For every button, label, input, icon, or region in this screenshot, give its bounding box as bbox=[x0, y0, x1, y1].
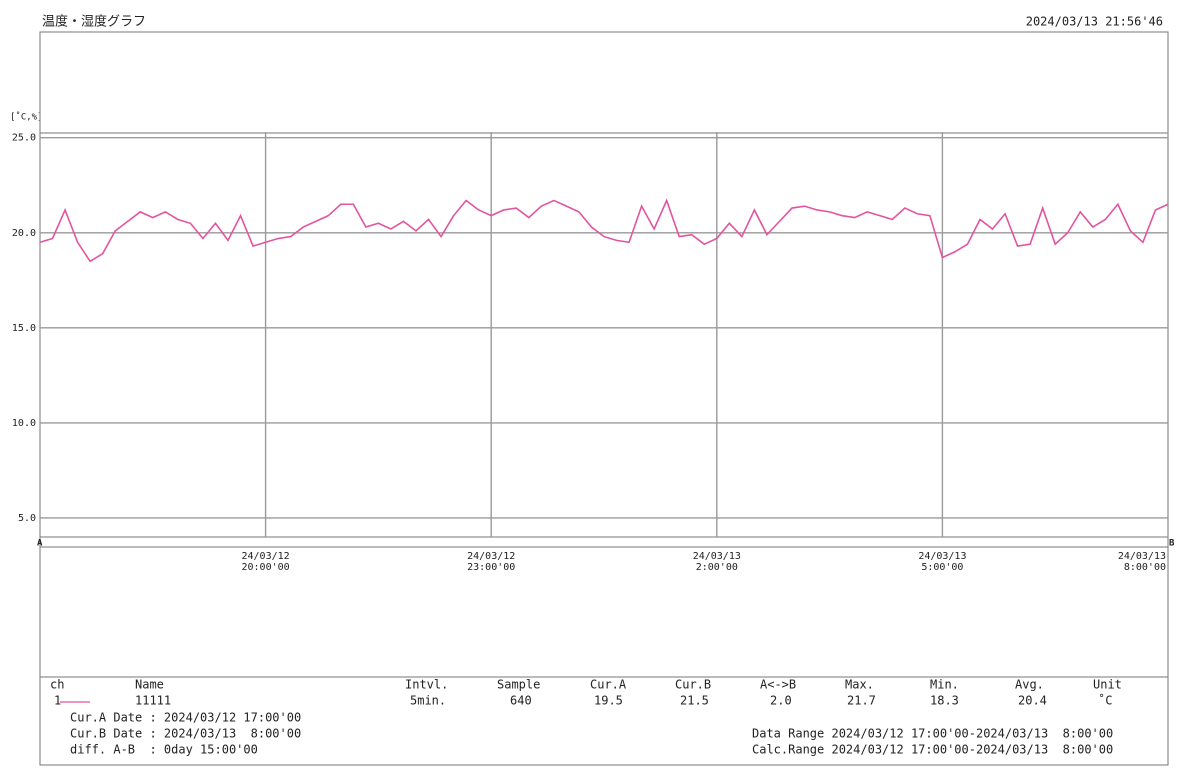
x-tick-label: 23:00'00 bbox=[467, 562, 515, 573]
table-cell: 21.7 bbox=[847, 694, 876, 708]
y-tick-label: 10.0 bbox=[12, 418, 36, 429]
table-cell: 19.5 bbox=[594, 694, 623, 708]
table-cell: 5min. bbox=[410, 694, 446, 708]
table-cell: 18.3 bbox=[930, 694, 959, 708]
y-tick-label: 15.0 bbox=[12, 323, 36, 334]
info-line: Cur.B Date : 2024/03/13 8:00'00 bbox=[70, 727, 301, 741]
table-cell: 11111 bbox=[135, 694, 171, 708]
info-line: Data Range 2024/03/12 17:00'00-2024/03/1… bbox=[752, 727, 1113, 741]
x-tick-label: 24/03/12 bbox=[242, 551, 290, 562]
x-tick-label: 24/03/13 bbox=[1118, 551, 1166, 562]
table-cell: ˚C bbox=[1098, 693, 1112, 708]
table-cell: 640 bbox=[510, 694, 532, 708]
x-tick-label: 24/03/12 bbox=[467, 551, 515, 562]
cursor-label: A bbox=[37, 539, 43, 549]
column-header: Intvl. bbox=[405, 678, 448, 692]
y-tick-label: 5.0 bbox=[18, 513, 36, 524]
column-header: ch bbox=[50, 678, 64, 692]
x-tick-label: 24/03/13 bbox=[918, 551, 966, 562]
x-tick-label: 5:00'00 bbox=[921, 562, 963, 573]
table-cell: 2.0 bbox=[770, 694, 792, 708]
table-cell: 20.4 bbox=[1018, 694, 1047, 708]
y-tick-label: 25.0 bbox=[12, 133, 36, 144]
y-axis-unit: [˚C,%] bbox=[10, 112, 43, 123]
x-tick-label: 24/03/13 bbox=[693, 551, 741, 562]
x-tick-label: 20:00'00 bbox=[242, 562, 290, 573]
print-datetime: 2024/03/13 21:56'46 bbox=[1026, 15, 1163, 29]
chart-title: 温度・湿度グラフ bbox=[42, 14, 146, 30]
info-line: Cur.A Date : 2024/03/12 17:00'00 bbox=[70, 711, 301, 725]
y-tick-label: 20.0 bbox=[12, 228, 36, 239]
data-line bbox=[39, 198, 1169, 263]
info-line: Calc.Range 2024/03/12 17:00'00-2024/03/1… bbox=[752, 743, 1113, 757]
x-tick-label: 8:00'00 bbox=[1124, 562, 1166, 573]
column-header: Min. bbox=[930, 678, 959, 692]
column-header: Cur.B bbox=[675, 678, 711, 692]
frame bbox=[39, 31, 1169, 766]
column-header: Sample bbox=[497, 678, 540, 692]
x-tick-label: 2:00'00 bbox=[696, 562, 738, 573]
table-cell: 21.5 bbox=[680, 694, 709, 708]
cursor-label: B bbox=[1169, 539, 1175, 549]
column-header: Cur.A bbox=[590, 678, 627, 692]
column-header: A<->B bbox=[760, 678, 796, 692]
column-header: Avg. bbox=[1015, 678, 1044, 692]
table-cell: 1 bbox=[54, 694, 61, 708]
column-header: Max. bbox=[845, 678, 874, 692]
info-line: diff. A-B : 0day 15:00'00 bbox=[70, 743, 258, 757]
column-header: Name bbox=[135, 678, 164, 692]
column-header: Unit bbox=[1093, 678, 1122, 692]
